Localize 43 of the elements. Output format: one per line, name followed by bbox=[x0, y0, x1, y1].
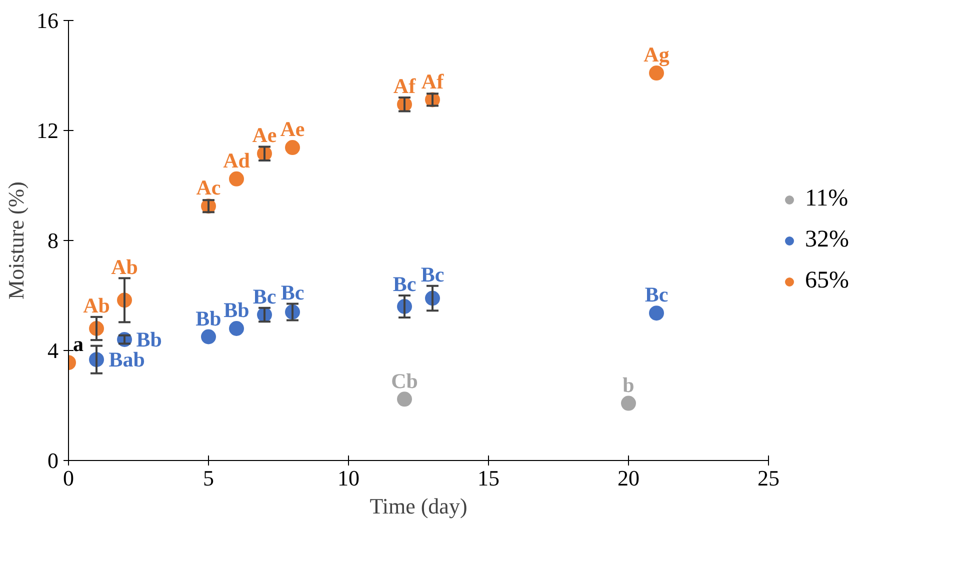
x-axis-title: Time (day) bbox=[370, 494, 468, 518]
y-tick-label: 4 bbox=[48, 338, 58, 363]
x-tick-label: 15 bbox=[478, 466, 500, 490]
data-label: Bc bbox=[280, 280, 304, 304]
y-axis-title: Moisture (%) bbox=[4, 182, 28, 300]
data-label: Ae bbox=[252, 123, 277, 148]
data-label: Bb bbox=[224, 298, 250, 322]
point bbox=[229, 321, 244, 336]
data-label: Ad bbox=[223, 148, 250, 172]
y-tick-label: 12 bbox=[36, 118, 58, 143]
legend-label: 65% bbox=[805, 268, 849, 294]
data-label: Bc bbox=[252, 284, 276, 308]
x-tick-label: 5 bbox=[203, 466, 214, 490]
point bbox=[649, 306, 664, 321]
x-tick-label: 0 bbox=[63, 466, 74, 490]
data-label: Ab bbox=[83, 294, 110, 318]
point bbox=[649, 66, 664, 81]
data-label: Ag bbox=[644, 42, 670, 67]
legend-label: 32% bbox=[805, 226, 849, 254]
data-label: Ae bbox=[280, 117, 305, 142]
data-label: Bc bbox=[392, 272, 416, 296]
point bbox=[285, 140, 300, 156]
point bbox=[229, 171, 244, 186]
data-label: b bbox=[622, 372, 634, 397]
y-tick-label: 16 bbox=[36, 8, 58, 33]
legend-label: 11% bbox=[805, 186, 848, 212]
point bbox=[201, 329, 216, 344]
data-label: Af bbox=[421, 69, 445, 94]
data-label: Bb bbox=[196, 306, 222, 330]
data-label: Bc bbox=[420, 262, 444, 286]
data-label: Ac bbox=[196, 176, 221, 200]
x-tick-label: 10 bbox=[338, 466, 360, 490]
x-tick-label: 25 bbox=[758, 466, 780, 490]
data-label: Ab bbox=[111, 254, 138, 279]
y-tick-label: 8 bbox=[48, 228, 58, 253]
y-tick-label: 0 bbox=[48, 448, 58, 473]
annotation: a bbox=[73, 332, 84, 356]
data-label: Af bbox=[393, 74, 417, 98]
point bbox=[397, 392, 412, 407]
data-label: Bc bbox=[644, 282, 668, 307]
x-tick-label: 20 bbox=[618, 466, 640, 490]
data-label: Cb bbox=[391, 368, 418, 393]
point bbox=[621, 396, 636, 411]
